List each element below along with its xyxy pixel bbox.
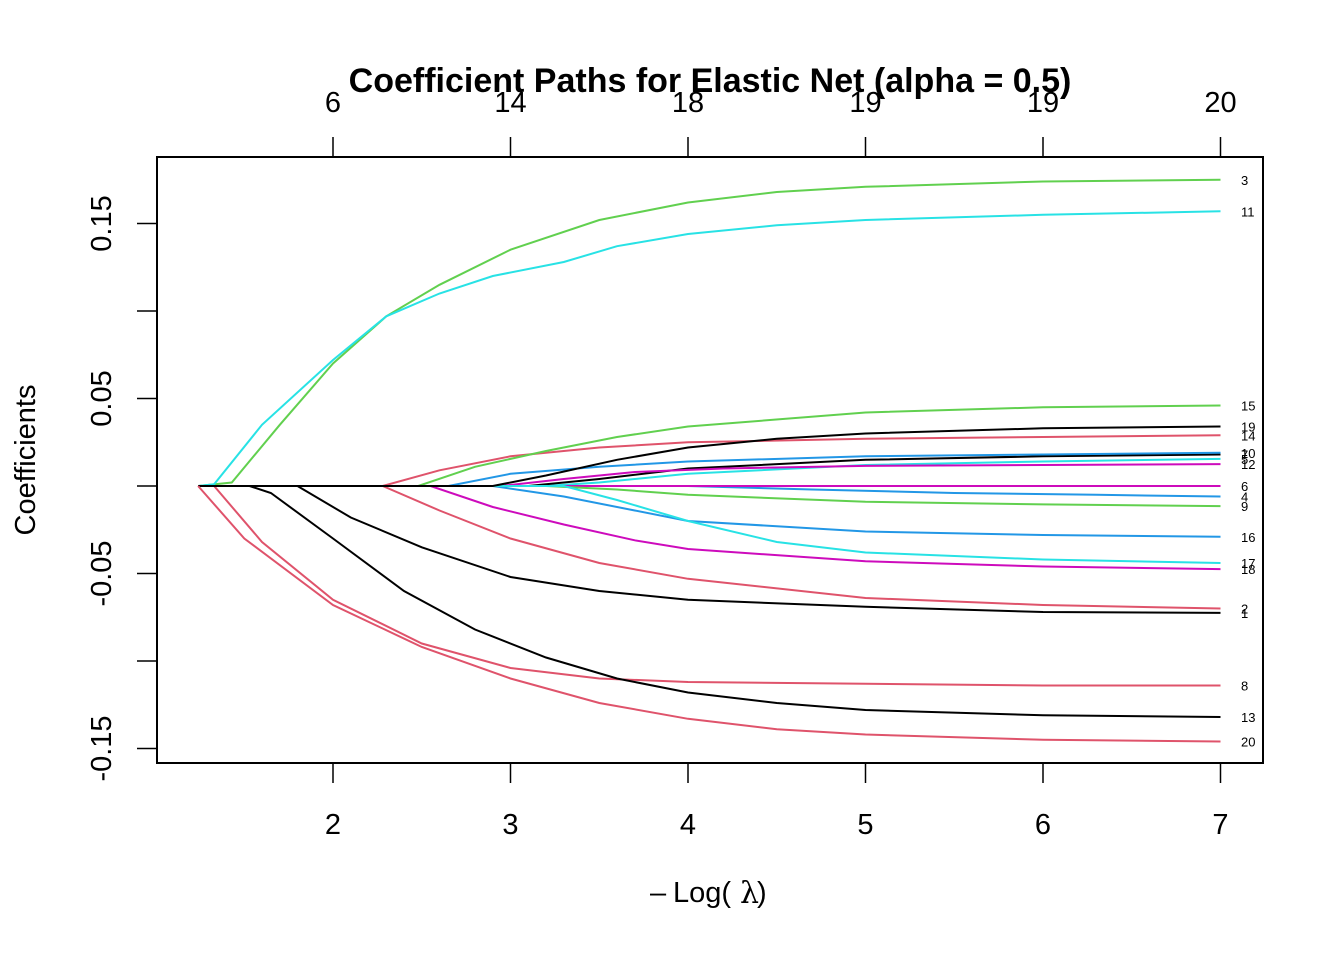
svg-text:Log(: Log( (673, 877, 731, 909)
top-tick-label: 19 (1027, 87, 1059, 119)
path-label-14: 14 (1241, 428, 1255, 443)
coefficient-path-11 (197, 210, 1221, 487)
path-label-11: 11 (1241, 204, 1255, 219)
path-label-19: 19 (1241, 420, 1255, 435)
path-label-6: 6 (1241, 479, 1248, 494)
coefficient-path-10 (198, 451, 1221, 487)
coefficient-path-5 (198, 457, 1221, 487)
svg-text:λ: λ (740, 876, 759, 911)
path-label-13: 13 (1241, 710, 1255, 725)
coefficient-path-3 (197, 178, 1221, 487)
path-label-15: 15 (1241, 399, 1255, 414)
x-tick-label: 5 (857, 809, 873, 841)
x-tick-label: 7 (1212, 809, 1228, 841)
y-axis: 0.15 0.05 -0.05 -0.15 (86, 195, 157, 782)
coefficient-path-20 (197, 485, 1221, 743)
coefficient-path-9 (198, 485, 1221, 508)
y-tick-label: 0.05 (86, 370, 118, 426)
plot-frame (156, 156, 1264, 764)
coefficient-path-17 (198, 485, 1221, 564)
path-label-17: 17 (1241, 556, 1255, 571)
coefficient-path-15 (198, 404, 1221, 487)
y-tick-label: -0.15 (86, 715, 118, 781)
top-tick-label: 19 (849, 87, 881, 119)
coefficient-path-12 (198, 463, 1221, 487)
x-tick-label: 4 (680, 809, 696, 841)
x-axis: 2 3 4 5 6 7 (325, 763, 1229, 841)
coefficient-path-16 (198, 485, 1221, 538)
x-tick-label: 6 (1035, 809, 1051, 841)
svg-text:–: – (650, 877, 667, 909)
top-tick-label: 20 (1204, 87, 1236, 119)
path-label-2: 2 (1241, 602, 1248, 617)
coefficient-path-1 (198, 485, 1221, 614)
path-label-3: 3 (1241, 173, 1248, 188)
top-axis-nonzero-count: 6 14 18 19 19 20 (325, 87, 1237, 157)
coefficient-path-8 (198, 485, 1221, 687)
path-label-18: 18 (1241, 562, 1255, 577)
path-label-7: 7 (1241, 448, 1248, 463)
coefficient-path-7 (198, 453, 1221, 487)
path-label-12: 12 (1241, 457, 1255, 472)
path-label-5: 5 (1241, 452, 1248, 467)
y-axis-label: Coefficients (10, 385, 42, 536)
coefficient-path-19 (198, 425, 1221, 487)
path-label-8: 8 (1241, 679, 1248, 694)
path-label-20: 20 (1241, 735, 1255, 750)
coefficient-path-2 (198, 485, 1221, 610)
path-label-1: 1 (1241, 606, 1248, 621)
coefficient-path-18 (198, 485, 1221, 571)
top-tick-label: 6 (325, 87, 341, 119)
coefficient-paths (197, 178, 1221, 743)
path-label-9: 9 (1241, 499, 1248, 514)
top-tick-label: 18 (672, 87, 704, 119)
x-tick-label: 3 (502, 809, 518, 841)
y-tick-label: -0.05 (86, 540, 118, 606)
x-tick-label: 2 (325, 809, 341, 841)
y-tick-label: 0.15 (86, 195, 118, 251)
top-tick-label: 14 (494, 87, 526, 119)
path-label-10: 10 (1241, 446, 1255, 461)
path-label-16: 16 (1241, 530, 1255, 545)
coefficient-path-14 (198, 434, 1221, 487)
svg-text:): ) (757, 877, 767, 909)
path-label-4: 4 (1241, 490, 1248, 505)
chart-title: Coefficient Paths for Elastic Net (alpha… (349, 62, 1072, 100)
coefficient-path-13 (198, 485, 1221, 718)
x-axis-label: – Log( λ ) (650, 876, 767, 911)
